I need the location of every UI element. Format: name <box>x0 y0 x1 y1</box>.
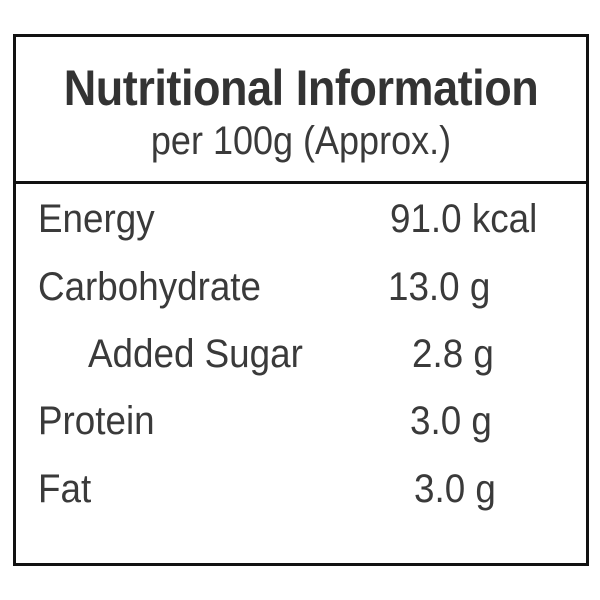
row-label: Energy <box>38 197 155 241</box>
row-label: Fat <box>38 467 92 511</box>
row-label: Added Sugar <box>88 332 303 376</box>
row-value: 13.0 g <box>388 265 491 309</box>
row-value: 2.8 g <box>412 332 494 376</box>
row-value: 3.0 g <box>410 399 492 443</box>
nutrition-panel: Nutritional Information per 100g (Approx… <box>13 34 589 566</box>
header: Nutritional Information per 100g (Approx… <box>16 37 586 184</box>
title: Nutritional Information <box>63 60 539 116</box>
subtitle: per 100g (Approx.) <box>150 119 452 163</box>
row-label: Carbohydrate <box>38 265 261 309</box>
row-value: 3.0 g <box>414 467 496 511</box>
row-value: 91.0 kcal <box>390 197 538 241</box>
row-label: Protein <box>38 399 155 443</box>
